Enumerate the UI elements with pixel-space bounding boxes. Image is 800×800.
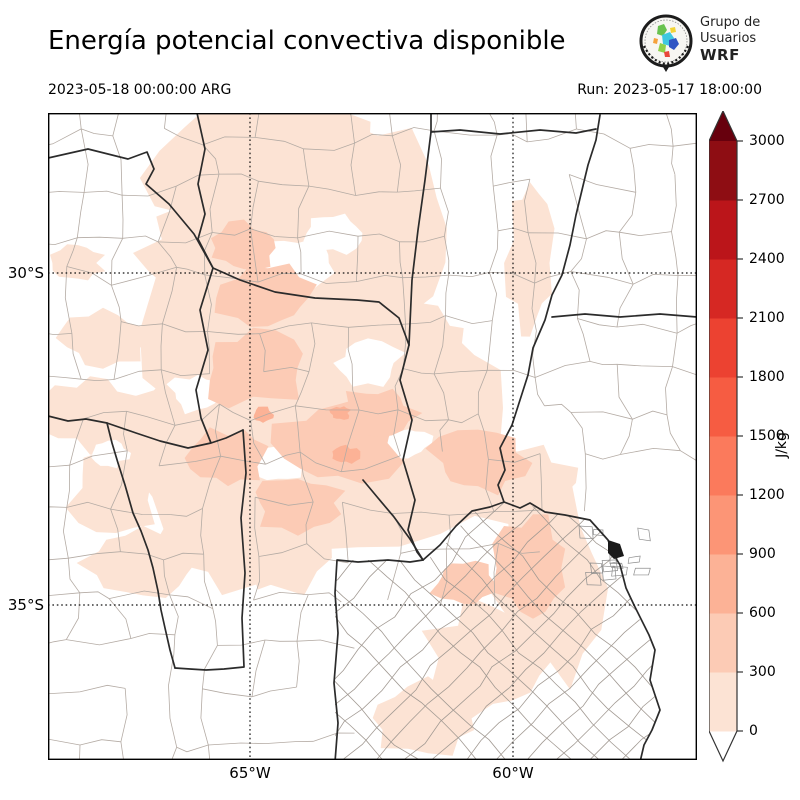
colorbar-segment xyxy=(709,672,737,732)
colorbar-segment xyxy=(709,613,737,673)
colorbar-segment xyxy=(709,377,737,437)
lat-tick-label: 30°S xyxy=(7,264,44,282)
logo-line-wrf: WRF xyxy=(700,46,740,64)
colorbar-tick-label: 2100 xyxy=(749,310,785,326)
wrf-users-group-logo xyxy=(636,10,800,76)
colorbar-segment xyxy=(709,200,737,260)
colorbar-segment xyxy=(709,259,737,319)
province-boundaries-layer xyxy=(48,113,697,760)
colorbar-tick-label: 1200 xyxy=(749,487,785,503)
colorbar-tick-label: 300 xyxy=(749,664,776,680)
colorbar-tick-label: 3000 xyxy=(749,133,785,149)
colorbar-tick-label: 900 xyxy=(749,546,776,562)
colorbar-under-arrow xyxy=(709,731,737,761)
colorbar-tick-label: 1800 xyxy=(749,369,785,385)
colorbar-tick-label: 2700 xyxy=(749,192,785,208)
colorbar-tick-label: 600 xyxy=(749,605,776,621)
colorbar-tick-label: 2400 xyxy=(749,251,785,267)
colorbar-over-arrow xyxy=(709,111,737,141)
colorbar-tick-label: 0 xyxy=(749,723,758,739)
colorbar-segment xyxy=(709,495,737,555)
colorbar: 0 300 600 900 1200 1500 1800 2100 2400 2700 3000 xyxy=(709,111,800,771)
logo-wordmark: Grupo de Usuarios WRF xyxy=(700,15,760,63)
colorbar-tick-label: 1500 xyxy=(749,428,785,444)
run-time-label: Run: 2023-05-17 18:00:00 xyxy=(577,82,762,98)
map-frame xyxy=(48,113,697,760)
lon-tick-label: 65°W xyxy=(229,764,271,782)
page-title: Energía potencial convectiva disponible xyxy=(48,26,566,56)
cape-shading-layer xyxy=(48,113,609,756)
colorbar-segment xyxy=(709,141,737,201)
map-canvas xyxy=(48,113,697,760)
logo-line-1: Grupo de xyxy=(700,15,761,30)
lon-tick-label: 60°W xyxy=(492,764,534,782)
logo-line-2: Usuarios xyxy=(700,31,757,46)
colorbar-units-label: J/kg xyxy=(774,432,790,458)
colorbar-segment xyxy=(709,436,737,496)
colorbar-segment xyxy=(709,554,737,614)
lat-tick-label: 35°S xyxy=(7,596,44,614)
valid-time-label: 2023-05-18 00:00:00 ARG xyxy=(48,82,232,98)
colorbar-segment xyxy=(709,318,737,378)
logo-globe-icon xyxy=(639,14,693,72)
department-boundaries-layer xyxy=(48,113,697,760)
city-parcels-layer xyxy=(578,525,651,586)
